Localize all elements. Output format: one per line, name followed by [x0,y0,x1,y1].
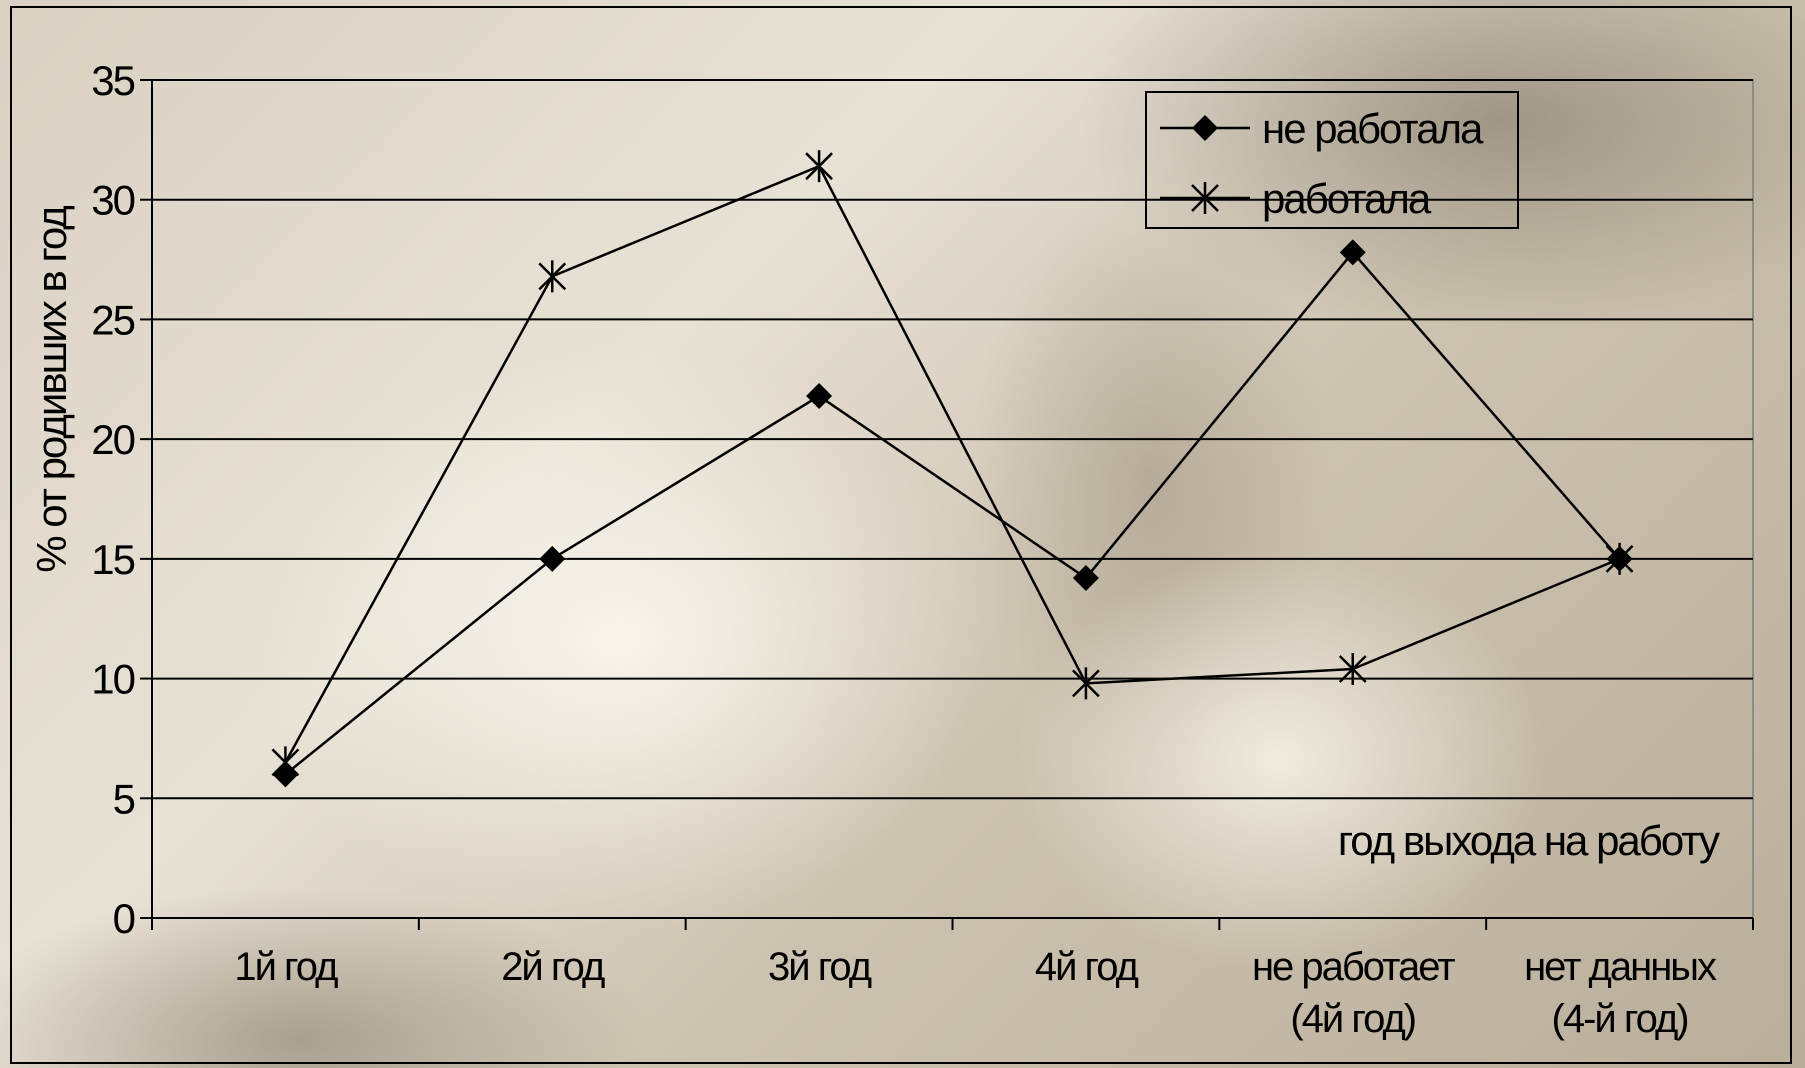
y-tick-label: 20 [91,416,134,463]
data-point-series-2 [1072,667,1100,700]
y-tick-label: 10 [91,656,134,703]
legend-label: работала [1262,175,1432,222]
data-point-series-1 [539,545,566,572]
y-axis-title: % от родивших в год [28,206,75,573]
chart-frame [10,6,1792,1064]
y-tick-label: 25 [91,296,134,343]
data-point-series-2 [538,260,567,293]
data-point-series-2 [1338,652,1367,685]
data-point-series-1 [1339,239,1366,266]
data-point-series-1 [806,383,833,410]
y-tick-label: 15 [91,536,134,583]
series-line-1 [284,250,1621,776]
y-tick-label: 30 [91,177,134,224]
data-point-series-2 [805,150,833,183]
x-axis-title: год выхода на работу [1338,817,1720,864]
x-tick-label: 1й год [234,945,338,989]
series-line-2 [284,164,1621,763]
data-point-series-2 [1605,542,1634,575]
y-tick-label: 0 [113,895,135,942]
data-point-series-1 [1072,565,1099,592]
legend-box [1145,91,1519,229]
data-point-series-2 [271,746,300,779]
x-tick-label: нет данных (4-й год) [1524,945,1717,1041]
legend-label: не работала [1262,105,1484,152]
y-tick-label: 35 [91,57,134,104]
x-tick-label: 3й год [768,945,872,989]
legend-diamond-marker [1192,115,1218,141]
plot-area [151,79,1754,919]
x-tick-label: 2й год [501,945,605,989]
y-tick-label: 5 [113,775,135,822]
x-tick-label: 4й год [1035,945,1139,989]
legend-asterisk-marker [1191,182,1219,214]
x-tick-label: не работает (4й год) [1252,945,1455,1041]
